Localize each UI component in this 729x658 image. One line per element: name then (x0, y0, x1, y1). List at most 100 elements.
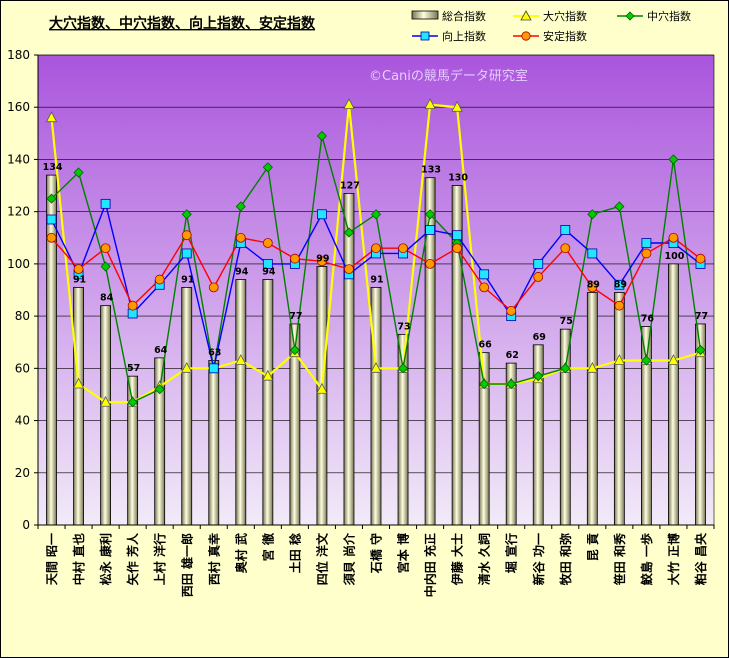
marker-diamond (46, 193, 57, 204)
bar-total (316, 266, 328, 526)
marker-circle (641, 248, 652, 259)
marker-triangle (451, 100, 463, 112)
marker-circle (127, 300, 138, 311)
marker-square (46, 214, 57, 225)
bar-value-label: 130 (448, 173, 468, 184)
bar-value-label: 77 (289, 311, 302, 322)
bar-value-label: 57 (127, 363, 140, 374)
bar-value-label: 134 (43, 162, 63, 173)
marker-diamond (641, 355, 652, 366)
bar-total (181, 286, 193, 526)
legend-marker-kojo (420, 31, 430, 41)
marker-square (641, 238, 652, 248)
marker-diamond (397, 363, 409, 374)
marker-circle (73, 264, 84, 275)
marker-circle (452, 243, 463, 254)
legend-marker-daiana (520, 10, 532, 21)
legend-swatch-total (411, 10, 439, 20)
marker-triangle (99, 395, 112, 407)
category-label: 新谷 功一 (531, 533, 546, 585)
category-label: 西村 真幸 (206, 533, 221, 585)
legend: 総合指数 大穴指数 中穴指数 向上指数 安定指数 (411, 9, 691, 43)
marker-circle (506, 305, 517, 316)
marker-circle (479, 282, 490, 293)
marker-diamond (370, 209, 382, 220)
legend-label-total: 総合指数 (442, 9, 486, 23)
bar-value-label: 94 (235, 267, 249, 278)
marker-diamond (533, 371, 544, 382)
marker-diamond (343, 227, 355, 238)
marker-triangle (424, 98, 436, 110)
legend-marker-antei (521, 31, 531, 41)
legend-label-chuana: 中穴指数 (647, 9, 691, 23)
marker-circle (614, 300, 625, 311)
y-tick-label: 140 (7, 152, 30, 166)
marker-triangle (586, 361, 598, 373)
marker-triangle (343, 98, 355, 110)
category-label: 奥村 武 (233, 533, 248, 573)
marker-circle (208, 282, 219, 293)
legend-label-antei: 安定指数 (543, 29, 587, 43)
marker-triangle (370, 361, 382, 373)
marker-square (560, 225, 571, 235)
category-label: 石橋 守 (369, 533, 384, 574)
marker-circle (425, 258, 435, 269)
marker-square (425, 225, 435, 235)
category-label: 昆 貢 (586, 533, 600, 561)
bar-value-label: 69 (533, 332, 546, 343)
marker-diamond (154, 384, 165, 395)
marker-diamond (127, 397, 138, 408)
bar-value-label: 133 (421, 165, 441, 176)
marker-circle (235, 232, 246, 243)
bar-total (73, 286, 84, 526)
bar-value-label: 127 (340, 180, 360, 191)
marker-triangle (72, 377, 85, 389)
marker-square (614, 279, 625, 290)
category-label: 堀 宣行 (504, 533, 519, 573)
y-tick-label: 80 (15, 309, 30, 323)
marker-circle (154, 274, 165, 285)
bar-total (370, 286, 382, 526)
category-label: 宮 徹 (260, 532, 275, 561)
marker-circle (46, 232, 57, 243)
bar-value-label: 89 (614, 280, 627, 291)
category-label: 粕谷 昌央 (693, 532, 708, 585)
marker-circle (587, 282, 598, 293)
marker-diamond (73, 167, 84, 178)
marker-diamond (100, 261, 111, 272)
bar-value-label: 66 (479, 340, 493, 351)
marker-circle (533, 272, 544, 282)
bar-value-label: 99 (316, 254, 329, 265)
category-label: 中内田 充正 (423, 533, 438, 597)
marker-square (479, 269, 490, 280)
marker-circle (262, 238, 273, 248)
bar-value-label: 76 (641, 314, 655, 325)
marker-triangle (45, 111, 58, 123)
y-tick-label: 160 (7, 100, 30, 114)
marker-square (208, 363, 219, 374)
bar-value-label: 91 (370, 274, 383, 285)
marker-diamond (235, 201, 246, 212)
category-label: 西田 雄一郎 (179, 533, 194, 597)
category-label: 四位 洋文 (314, 532, 329, 585)
category-label: 中村 直也 (71, 533, 86, 585)
y-tick-label: 180 (7, 48, 30, 62)
marker-circle (668, 232, 679, 243)
marker-diamond (668, 154, 679, 165)
category-label: 笹田 和秀 (612, 532, 627, 585)
marker-triangle (316, 382, 328, 394)
bar-value-label: 73 (397, 321, 410, 332)
category-label: 清水 久詞 (477, 533, 492, 585)
marker-circle (398, 243, 408, 254)
legend-marker-chuana (625, 11, 635, 21)
marker-diamond (425, 209, 436, 220)
bar-value-label: 77 (695, 311, 708, 322)
bar-value-label: 89 (587, 280, 600, 291)
bar-value-label: 84 (100, 293, 114, 304)
category-label: 天間 昭一 (45, 533, 59, 585)
category-label: 鮫島 一歩 (639, 533, 654, 585)
bar-value-label: 64 (154, 345, 168, 356)
marker-circle (100, 243, 111, 254)
